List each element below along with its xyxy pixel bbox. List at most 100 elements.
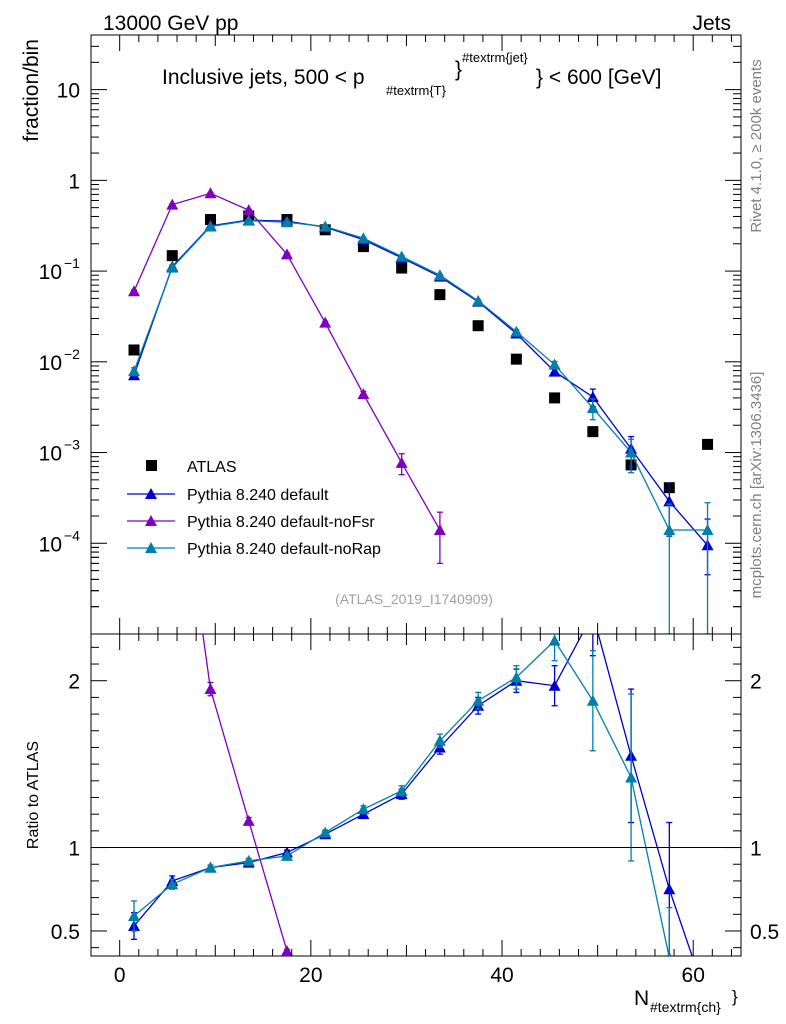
main-atlas-marker: [510, 353, 522, 365]
ratio-pythia-8-240-default-norap-marker: [586, 694, 599, 706]
ratio-pythia-8-240-default-norap-marker: [319, 826, 332, 838]
ratio-x-ticks: 0 20 40 60: [114, 634, 732, 987]
main-y-tick-exponent: −4: [64, 527, 80, 543]
ratio-pythia-8-240-default-norap-series: [128, 634, 673, 956]
main-y-tick-exponent: −3: [64, 437, 80, 453]
chart-title-superscript: #textrm{jet}: [462, 50, 528, 65]
ratio-pythia-8-240-default-norap-marker: [548, 634, 561, 646]
main-pythia-8-240-default-nofsr-marker: [319, 316, 332, 328]
main-pythia-8-240-default-norap-marker: [242, 214, 255, 226]
ratio-pythia-8-240-default-norap-marker: [472, 694, 485, 706]
main-y-tick-label: 10: [39, 443, 62, 466]
legend-marker-nofsr: [145, 515, 157, 526]
x-axis-label-subscript: #textrm{ch}: [650, 999, 721, 1015]
ratio-y-ticks: 0.5 0.5 1 1 2 2: [51, 646, 779, 949]
ratio-pythia-8-240-default-norap-marker: [510, 671, 523, 683]
main-y-tick-label: 10: [39, 261, 62, 284]
ratio-pythia-8-240-default-norap-marker: [128, 909, 141, 921]
ratio-pythia-8-240-default-nofsr-series: [202, 634, 293, 956]
ratio-pythia-8-240-default-line: [133, 634, 693, 956]
main-pythia-8-240-default-nofsr-marker: [242, 204, 255, 216]
mcplots-reference-label: mcplots.cern.ch [arXiv:1306.3436]: [748, 372, 765, 599]
legend-entry-default: Pythia 8.240 default: [127, 487, 329, 504]
x-axis-label-brace: }: [732, 987, 738, 1006]
main-atlas-marker: [166, 250, 178, 262]
main-pythia-8-240-default-norap-marker: [280, 216, 293, 228]
ratio-pythia-8-240-default-norap-marker: [204, 861, 217, 873]
main-atlas-marker: [702, 438, 714, 450]
main-x-ticks: [119, 35, 732, 634]
main-atlas-series: [128, 210, 714, 494]
header-jets-label: Jets: [692, 12, 731, 35]
main-y-tick-exponent: −2: [64, 346, 80, 362]
main-pythia-8-240-default-norap-marker: [319, 220, 332, 232]
rivet-version-label: Rivet 4.1.0, ≥ 200k events: [748, 59, 765, 232]
ratio-y-tick-label-left: 0.5: [51, 921, 80, 944]
main-atlas-marker: [434, 289, 446, 301]
ratio-pythia-8-240-default-norap-marker: [242, 854, 255, 866]
main-pythia-8-240-default-norap-marker: [472, 294, 485, 306]
legend-entry-atlas: ATLAS: [146, 459, 237, 476]
ratio-pythia-8-240-default-norap-marker: [166, 878, 179, 890]
ratio-x-tick-label: 40: [490, 964, 513, 987]
main-pythia-8-240-default-norap-marker: [357, 232, 370, 244]
ratio-x-tick-label: 0: [114, 964, 126, 987]
main-pythia-8-240-default-norap-marker: [663, 524, 676, 536]
main-series-layer: [128, 187, 714, 634]
main-pythia-8-240-default-nofsr-marker: [204, 187, 217, 199]
main-atlas-marker: [204, 214, 216, 226]
main-pythia-8-240-default-nofsr-series: [128, 187, 446, 565]
ratio-pythia-8-240-default-norap-marker: [433, 734, 446, 746]
ratio-pythia-8-240-default-marker: [663, 883, 676, 895]
main-pythia-8-240-default-norap-marker: [395, 250, 408, 262]
legend-label-default: Pythia 8.240 default: [187, 487, 329, 504]
main-atlas-marker: [549, 392, 561, 404]
legend-marker-atlas: [146, 460, 157, 471]
chart-title-tail: } < 600 [GeV]: [536, 66, 662, 89]
ratio-pythia-8-240-default-nofsr-marker: [204, 683, 217, 695]
main-pythia-8-240-default-norap-marker: [510, 325, 523, 337]
main-pythia-8-240-default-nofsr-marker: [128, 285, 141, 297]
main-pythia-8-240-default-nofsr-line: [133, 192, 441, 531]
ratio-pythia-8-240-default-nofsr-marker: [242, 814, 255, 826]
ratio-y-tick-label-left: 1: [68, 838, 80, 861]
ratio-pythia-8-240-default-nofsr-line: [202, 634, 288, 952]
main-pythia-8-240-default-nofsr-marker: [166, 198, 179, 210]
main-atlas-marker: [128, 344, 140, 356]
legend-entry-norap: Pythia 8.240 default-noRap: [127, 541, 381, 558]
ratio-y-axis-label: Ratio to ATLAS: [25, 741, 42, 849]
ratio-series-layer: [128, 634, 693, 956]
main-pythia-8-240-default-marker: [548, 365, 561, 377]
main-pythia-8-240-default-norap-marker: [433, 269, 446, 281]
header-energy-label: 13000 GeV pp: [103, 12, 238, 35]
legend-label-norap: Pythia 8.240 default-noRap: [187, 541, 381, 558]
main-pythia-8-240-default-nofsr-marker: [395, 456, 408, 468]
main-pythia-8-240-default-norap-marker: [166, 261, 179, 273]
ratio-panel-frame: [90, 633, 742, 957]
chart-title-subscript: #textrm{T}: [386, 83, 447, 98]
legend-label-atlas: ATLAS: [187, 459, 237, 476]
ratio-y-tick-label-right: 1: [750, 838, 762, 861]
main-y-tick-label: 10: [39, 533, 62, 556]
main-pythia-8-240-default-norap-marker: [204, 220, 217, 232]
legend-label-nofsr: Pythia 8.240 default-noFsr: [187, 514, 375, 531]
main-y-tick-label: 1: [68, 170, 80, 193]
main-atlas-marker: [587, 426, 599, 438]
ratio-pythia-8-240-default-norap-marker: [280, 849, 293, 861]
x-axis-label-main: N: [634, 987, 649, 1010]
ratio-pythia-8-240-default-norap-marker: [666, 951, 672, 956]
main-atlas-marker: [472, 320, 484, 332]
main-pythia-8-240-default-nofsr-marker: [433, 524, 446, 536]
main-pythia-8-240-default-norap-marker: [701, 524, 714, 536]
ratio-pythia-8-240-default-norap-marker: [625, 771, 638, 783]
ratio-y-tick-label-right: 2: [750, 671, 762, 694]
main-y-tick-label: 10: [39, 352, 62, 375]
ratio-pythia-8-240-default-norap-marker: [395, 784, 408, 796]
main-y-axis-label: fraction/bin: [20, 39, 43, 142]
ratio-x-tick-label: 60: [682, 964, 705, 987]
analysis-id-watermark: (ATLAS_2019_I1740909): [335, 591, 493, 607]
chart-title-brace: }: [455, 58, 462, 81]
chart-title: Inclusive jets, 500 < p #textrm{T} } #te…: [162, 50, 662, 98]
